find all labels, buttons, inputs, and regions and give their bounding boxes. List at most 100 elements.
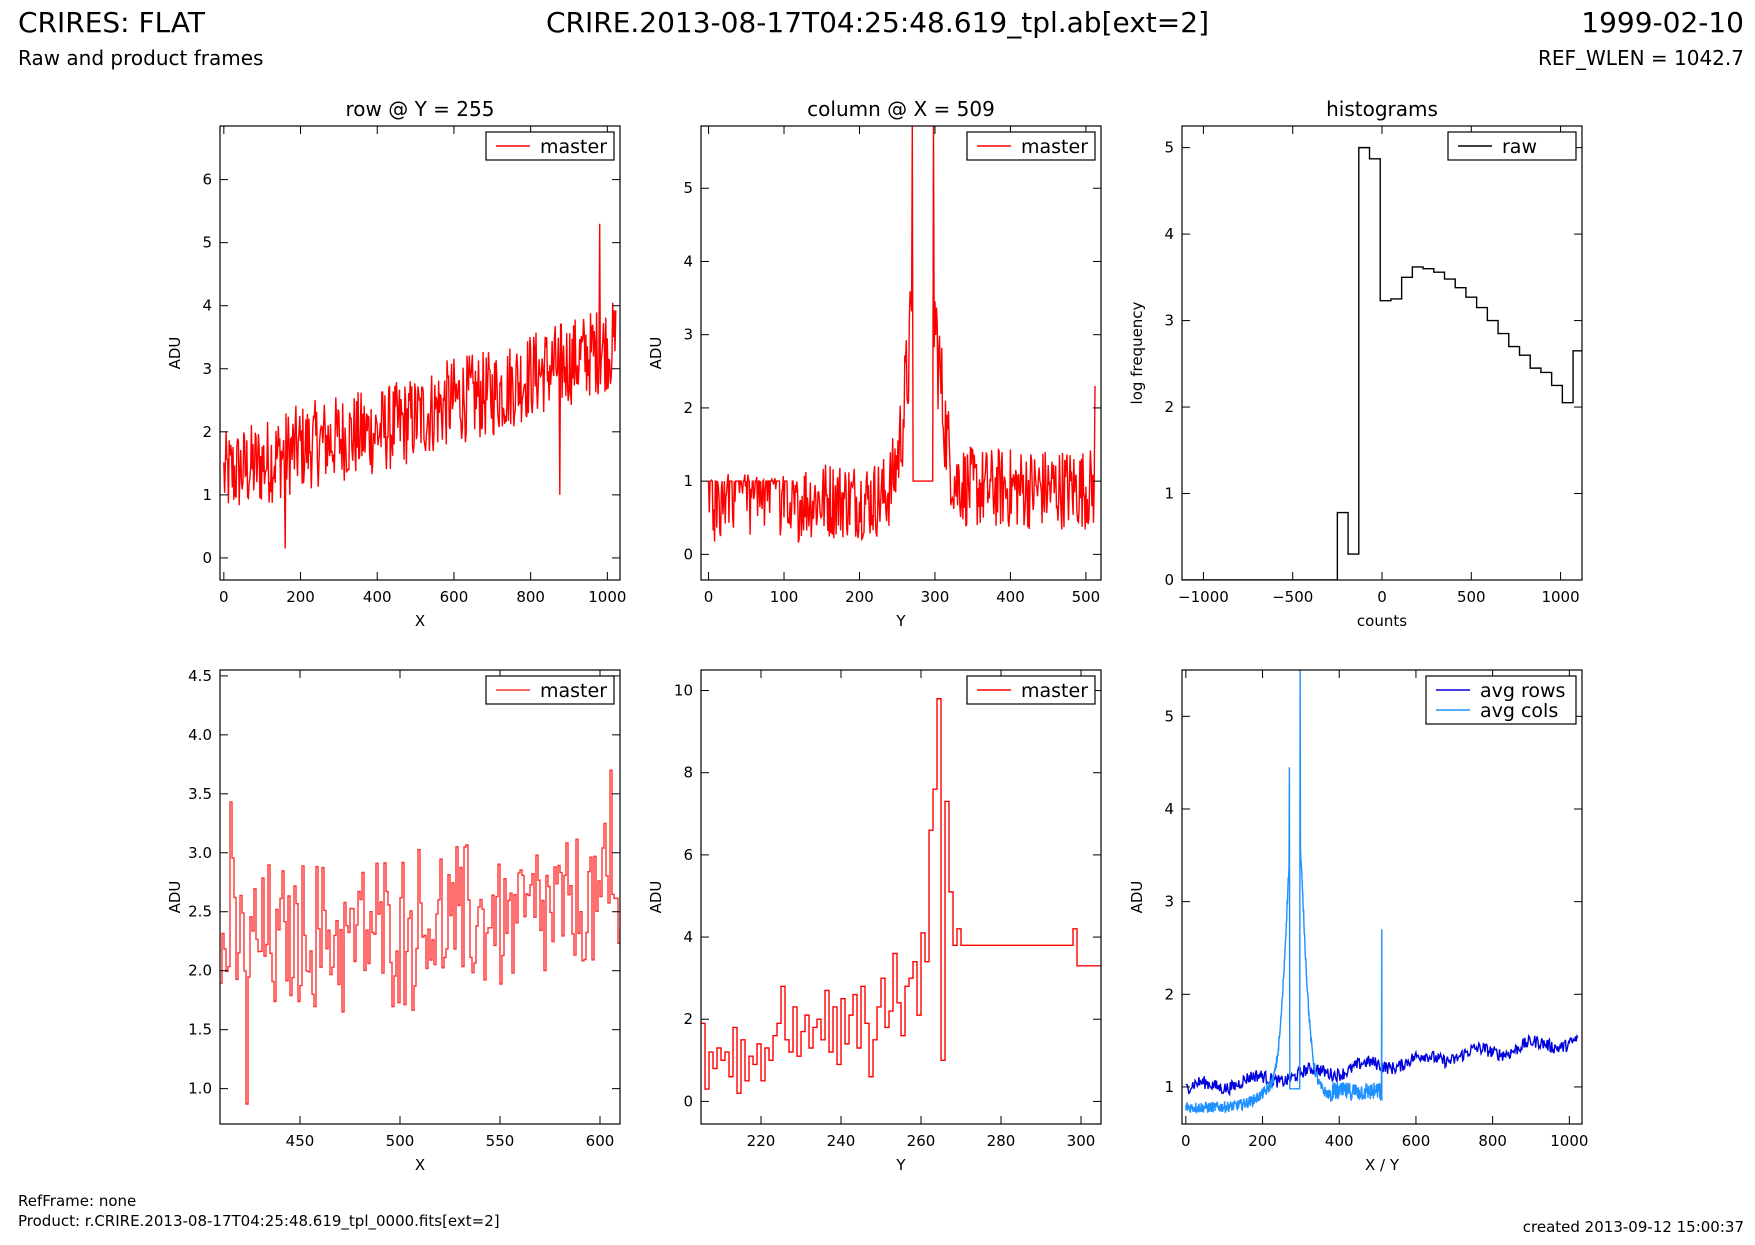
x-tick-label: 500 — [1072, 588, 1101, 606]
y-tick-label: 6 — [202, 171, 212, 189]
y-axis-label: ADU — [1128, 881, 1146, 914]
x-tick-label: 550 — [486, 1132, 515, 1150]
reference-wavelength: REF_WLEN = 1042.7 — [1537, 46, 1744, 70]
plot-area — [223, 223, 617, 549]
legend-label: avg cols — [1480, 700, 1558, 722]
y-tick-label: 4 — [683, 252, 693, 270]
x-tick-label: 240 — [827, 1132, 856, 1150]
legend-label: master — [1021, 136, 1088, 158]
y-axis-label: ADU — [647, 881, 665, 914]
subplot-1: 0 200 400 600 800 1000 0 1 2 3 4 5 6 X ADU row @ Y = 25… — [166, 97, 626, 630]
x-tick-label: 1000 — [588, 588, 626, 606]
legend: master — [485, 131, 615, 161]
legend-label: raw — [1502, 136, 1537, 158]
x-axis-label: Y — [895, 1156, 906, 1174]
x-tick-label: 200 — [1248, 1132, 1277, 1150]
y-tick-label: 4 — [683, 928, 693, 946]
x-tick-label: 0 — [704, 588, 714, 606]
plot-area — [1182, 146, 1582, 580]
y-tick-label: 1 — [1164, 1078, 1174, 1096]
x-axis-label: X — [415, 1156, 425, 1174]
y-tick-label: 4.0 — [188, 726, 212, 744]
subplot-title: column @ X = 509 — [807, 97, 995, 121]
series-line-2 — [1185, 670, 1383, 1115]
x-tick-label: 200 — [845, 588, 874, 606]
x-axis-label: counts — [1357, 612, 1407, 630]
subplot-4: 450 500 550 600 1.0 1.5 2.0 2.5 3.0 3.5 4.0 4.5 X ADU… — [166, 667, 621, 1174]
x-tick-label: 600 — [440, 588, 469, 606]
y-tick-label: 4 — [1164, 800, 1174, 818]
y-tick-label: 4 — [1164, 225, 1174, 243]
y-tick-label: 1 — [1164, 485, 1174, 503]
x-axis-label: X — [415, 612, 425, 630]
y-tick-label: 1.5 — [188, 1021, 212, 1039]
legend-box — [1425, 675, 1577, 725]
x-tick-label: 800 — [1478, 1132, 1507, 1150]
plot-frame — [700, 669, 1102, 1125]
y-tick-label: 4 — [202, 297, 212, 315]
x-tick-label: −1000 — [1178, 588, 1229, 606]
legend-label: avg rows — [1480, 680, 1565, 702]
y-tick-label: 2 — [683, 1010, 693, 1028]
x-tick-label: 280 — [987, 1132, 1016, 1150]
x-tick-label: 400 — [363, 588, 392, 606]
x-tick-label: 300 — [1067, 1132, 1096, 1150]
y-tick-label: 2.5 — [188, 903, 212, 921]
y-tick-label: 0 — [202, 549, 212, 567]
series-line-1 — [1336, 146, 1582, 580]
legend: master — [966, 675, 1096, 705]
x-tick-label: 400 — [996, 588, 1025, 606]
y-axis-label: ADU — [166, 337, 184, 370]
y-tick-label: 5 — [683, 179, 693, 197]
observation-date: 1999-02-10 — [1581, 6, 1744, 39]
x-tick-label: 220 — [747, 1132, 776, 1150]
y-tick-label: 5 — [1164, 139, 1174, 157]
created-timestamp: created 2013-09-12 15:00:37 — [1522, 1218, 1744, 1236]
x-tick-label: −500 — [1272, 588, 1313, 606]
legend: master — [966, 131, 1096, 161]
refframe-label: RefFrame: none — [18, 1192, 137, 1210]
subplot-title: histograms — [1326, 97, 1438, 121]
x-tick-label: 600 — [586, 1132, 615, 1150]
y-tick-label: 4.5 — [188, 667, 212, 685]
plot-frame — [700, 125, 1102, 581]
x-tick-label: 100 — [770, 588, 799, 606]
product-label: Product: r.CRIRE.2013-08-17T04:25:48.619… — [18, 1212, 500, 1230]
series-line-1 — [701, 698, 1101, 1094]
legend-label: master — [1021, 680, 1088, 702]
x-tick-label: 1000 — [1550, 1132, 1588, 1150]
y-tick-label: 5 — [1164, 707, 1174, 725]
plot-area — [1185, 670, 1579, 1115]
y-tick-label: 3.0 — [188, 844, 212, 862]
plot-frame — [1181, 669, 1583, 1125]
series-line-1 — [220, 769, 620, 1105]
y-tick-label: 0 — [683, 545, 693, 563]
plot-frame — [1181, 125, 1583, 581]
series-line-1 — [707, 126, 1096, 543]
legend-label: master — [540, 680, 607, 702]
y-tick-label: 2 — [202, 423, 212, 441]
plot-frame — [219, 669, 621, 1125]
y-tick-label: 2.0 — [188, 962, 212, 980]
x-tick-label: 1000 — [1541, 588, 1579, 606]
y-tick-label: 0 — [683, 1092, 693, 1110]
x-tick-label: 0 — [1377, 588, 1387, 606]
x-tick-label: 260 — [907, 1132, 936, 1150]
plot-area — [220, 769, 620, 1105]
y-tick-label: 0 — [1164, 571, 1174, 589]
y-tick-label: 2 — [1164, 398, 1174, 416]
y-tick-label: 2 — [683, 399, 693, 417]
y-tick-label: 3.5 — [188, 785, 212, 803]
y-tick-label: 10 — [674, 682, 693, 700]
y-axis-label: ADU — [166, 881, 184, 914]
x-tick-label: 500 — [1457, 588, 1486, 606]
y-axis-label: ADU — [647, 337, 665, 370]
y-tick-label: 3 — [1164, 893, 1174, 911]
x-tick-label: 800 — [516, 588, 545, 606]
y-axis-label: log frequency — [1128, 301, 1146, 404]
subplot-6: 0 200 400 600 800 1000 1 2 3 4 5 X / Y ADU avg rowsav… — [1128, 669, 1588, 1174]
y-tick-label: 3 — [1164, 312, 1174, 330]
plot-frame — [219, 125, 621, 581]
y-tick-label: 1 — [202, 486, 212, 504]
